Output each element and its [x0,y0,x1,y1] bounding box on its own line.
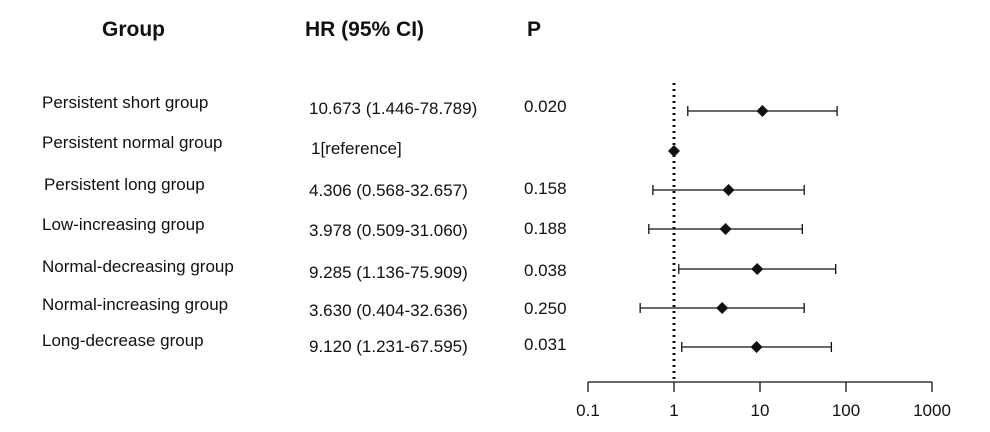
row-1-group: Persistent normal group [42,133,223,152]
row-4-hr: 9.285 (1.136-75.909) [309,263,468,282]
header-group: Group [102,18,165,41]
row-0-hr: 10.673 (1.446-78.789) [309,99,478,118]
hr-point-3 [719,223,732,235]
hr-point-1 [668,145,680,157]
x-tick-label-4: 1000 [913,401,951,420]
row-0-p: 0.020 [524,97,567,116]
row-3-p: 0.188 [524,219,567,238]
row-4-p: 0.038 [524,261,567,280]
row-5-hr: 3.630 (0.404-32.636) [309,301,468,320]
row-5-group: Normal-increasing group [42,295,229,314]
hr-point-6 [750,341,763,353]
hr-point-4 [751,263,764,275]
row-0-group: Persistent short group [42,93,209,112]
header-hr: HR (95% CI) [305,18,425,41]
row-3-hr: 3.978 (0.509-31.060) [309,221,468,240]
row-2-p: 0.158 [524,179,567,198]
x-tick-label-0: 0.1 [576,401,600,420]
hr-point-0 [756,105,769,117]
x-tick-label-1: 1 [669,401,678,420]
hr-point-2 [722,184,735,196]
hr-point-5 [716,302,729,314]
row-6-p: 0.031 [524,335,567,354]
x-tick-label-2: 10 [751,401,770,420]
row-5-p: 0.250 [524,299,567,318]
row-1-hr: 1[reference] [311,139,402,158]
x-tick-label-3: 100 [832,401,860,420]
row-4-group: Normal-decreasing group [42,257,234,276]
row-2-group: Persistent long group [44,175,205,194]
header-p: P [527,18,542,41]
row-6-hr: 9.120 (1.231-67.595) [309,337,468,356]
row-6-group: Long-decrease group [42,331,204,350]
row-3-group: Low-increasing group [42,215,205,234]
row-2-hr: 4.306 (0.568-32.657) [309,181,468,200]
